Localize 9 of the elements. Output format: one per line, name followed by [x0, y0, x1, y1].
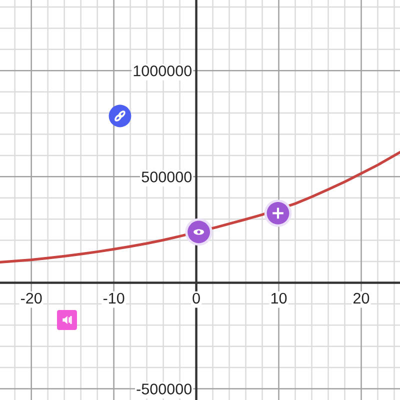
x-tick-label: 10	[271, 292, 287, 304]
line-series	[0, 150, 400, 264]
x-tick-label: 0	[192, 292, 200, 304]
x-tick-label: 20	[354, 292, 370, 304]
x-tick-label: -20	[20, 292, 42, 304]
y-tick-label: -500000	[136, 384, 192, 394]
y-tick-label: 500000	[142, 172, 192, 182]
x-tick-label: -10	[103, 292, 124, 304]
y-tick-label: 1000000	[134, 65, 192, 76]
